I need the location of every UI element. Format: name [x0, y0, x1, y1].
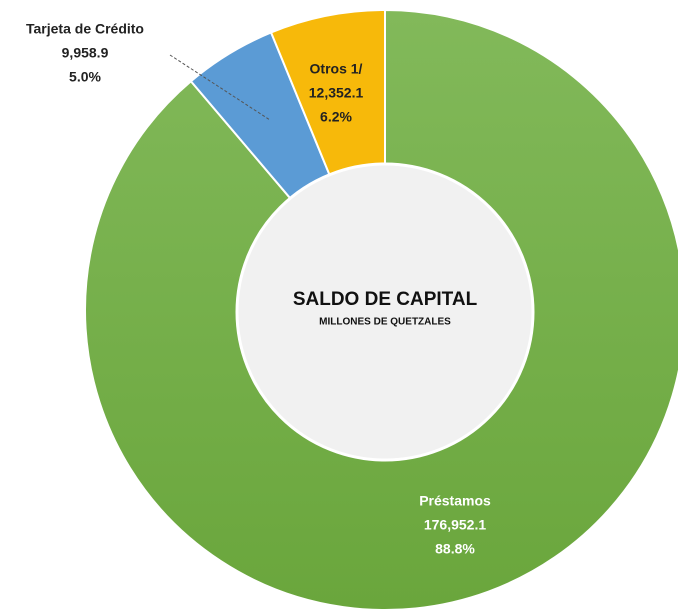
slice-label: Otros 1/ — [310, 61, 363, 77]
value-label: 9,958.9 — [62, 45, 109, 61]
chart-title: SALDO DE CAPITAL — [293, 289, 478, 310]
percent-label: 6.2% — [320, 109, 352, 125]
percent-label: 88.8% — [435, 541, 475, 557]
slice-label: Préstamos — [419, 493, 491, 509]
percent-label: 5.0% — [69, 69, 101, 85]
value-label: 176,952.1 — [424, 517, 486, 533]
chart-subtitle: MILLONES DE QUETZALES — [319, 317, 451, 328]
value-label: 12,352.1 — [309, 85, 364, 101]
donut-hole — [235, 162, 535, 462]
slice-label: Tarjeta de Crédito — [26, 21, 144, 37]
